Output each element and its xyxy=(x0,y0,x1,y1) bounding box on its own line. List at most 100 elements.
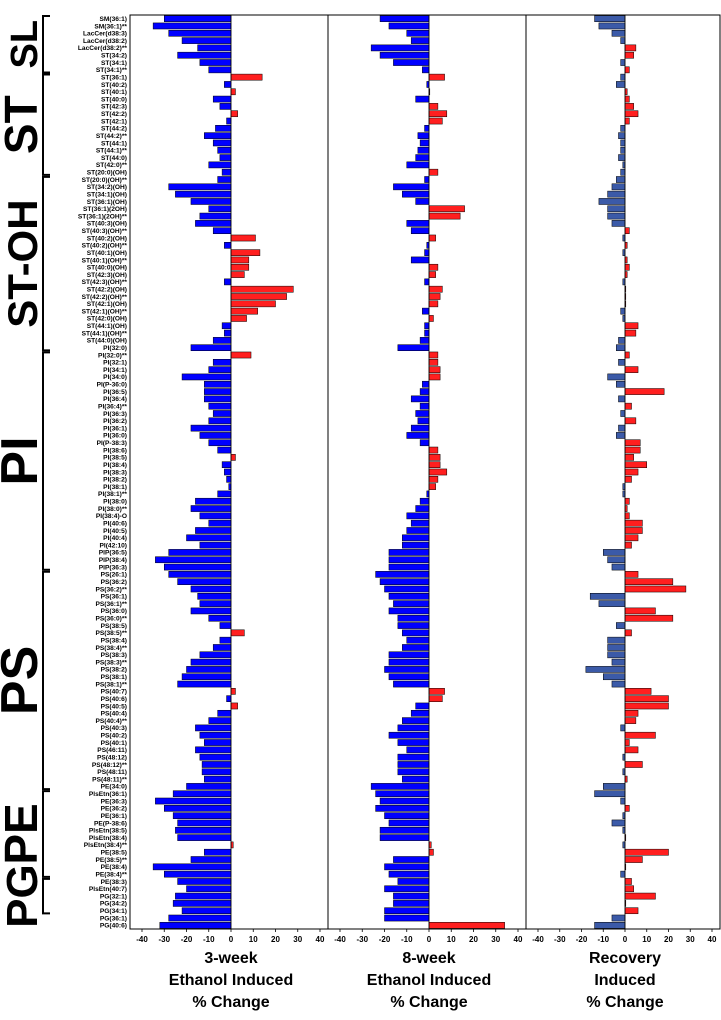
bar xyxy=(620,870,626,878)
bar xyxy=(624,497,630,505)
bar xyxy=(624,717,637,724)
bar xyxy=(624,541,632,549)
group-bracket xyxy=(42,570,50,791)
bar xyxy=(607,190,626,198)
bar xyxy=(197,44,232,52)
bar xyxy=(624,856,643,863)
bar xyxy=(607,373,626,381)
row-label: PI(36:4)** xyxy=(98,403,127,410)
row-labels: SM(36:1)SM(36:1)**LacCer(d38:3)LacCer(d3… xyxy=(78,16,128,930)
panel-3: -40 -30 -20 -10 0 10 20 30 40 xyxy=(525,14,721,944)
bar xyxy=(620,125,626,132)
row-label: PS(36:1) xyxy=(101,594,127,601)
row-label: PlsEtn(40:7) xyxy=(89,886,127,893)
bar xyxy=(624,227,630,235)
row-label: PS(40:2) xyxy=(101,733,127,740)
row-label: PS(48:11)** xyxy=(92,776,127,783)
row-label: PI(42:10) xyxy=(100,542,128,549)
x-tick-label: -40 xyxy=(136,935,148,944)
bar xyxy=(402,534,430,542)
bar xyxy=(172,812,232,819)
bar xyxy=(168,29,232,37)
row-label: PI(38:4) xyxy=(103,462,127,469)
row-label: ST(42:2)(OH) xyxy=(87,287,127,294)
bar xyxy=(388,870,430,878)
row-label: ST(40:0) xyxy=(101,96,127,103)
bar xyxy=(428,285,443,293)
row-label: PI(38:0)** xyxy=(98,506,127,513)
row-label: PIP(36:5) xyxy=(99,550,127,557)
bar xyxy=(428,476,439,483)
bar xyxy=(393,900,430,907)
x-axis-labels: 3-week Ethanol Induced % Change 8-week Ethan… xyxy=(169,950,664,1011)
bar xyxy=(379,826,430,834)
row-label: ST(44:1)** xyxy=(96,148,128,155)
row-label: PS(36:0) xyxy=(101,608,127,615)
bar xyxy=(419,337,430,344)
row-label: PI(P-36:0) xyxy=(97,382,127,389)
x-tick-label: -40 xyxy=(532,935,544,944)
row-label: PI(36:1) xyxy=(103,425,127,432)
bar xyxy=(397,724,430,732)
bar xyxy=(164,563,232,571)
x-tick-label: 10 xyxy=(642,935,651,944)
row-label: PS(38:3) xyxy=(101,652,127,659)
bar xyxy=(428,117,443,125)
group-label: ST xyxy=(0,95,47,154)
bar xyxy=(190,505,232,512)
bar xyxy=(415,505,430,512)
row-label: PE(38:4) xyxy=(101,864,127,871)
bar xyxy=(195,527,232,534)
bar xyxy=(406,220,430,227)
bar xyxy=(607,556,626,564)
group-label: SL xyxy=(4,20,46,69)
bar xyxy=(388,651,430,659)
row-label: PS(46:11) xyxy=(97,747,127,754)
bar xyxy=(620,59,626,66)
bar xyxy=(624,512,630,520)
bar xyxy=(428,168,439,176)
bar xyxy=(410,519,430,527)
bar xyxy=(618,359,626,366)
bar xyxy=(190,607,232,615)
bar xyxy=(624,688,652,695)
bar xyxy=(177,680,232,688)
bar xyxy=(624,629,632,637)
bar xyxy=(624,702,669,710)
bar xyxy=(388,22,430,30)
row-label: PE(34:0) xyxy=(101,784,127,791)
x-tick-label: 0 xyxy=(229,935,234,944)
bar xyxy=(190,585,232,593)
bar xyxy=(406,527,430,534)
row-label: ST(44:2) xyxy=(101,126,127,133)
row-label: PS(38:3)** xyxy=(95,659,127,666)
row-label: ST(34:2)(OH) xyxy=(87,184,127,191)
row-label: PlsEtn(38:4)** xyxy=(84,842,128,849)
bar xyxy=(624,805,630,812)
bar xyxy=(607,212,626,220)
row-label: PS(38:4)** xyxy=(95,645,127,652)
bar xyxy=(589,592,626,600)
row-label: ST(36:1)(2OH)** xyxy=(78,213,128,220)
bar xyxy=(422,380,430,388)
bar xyxy=(384,812,430,819)
bar xyxy=(594,922,626,929)
bar xyxy=(616,622,626,629)
bar xyxy=(611,220,626,227)
row-label: PS(38:2) xyxy=(101,667,127,674)
group-bracket xyxy=(42,877,50,915)
row-label: PI(P-38:3) xyxy=(97,440,127,447)
bar xyxy=(620,73,626,81)
bar xyxy=(204,388,232,395)
bar xyxy=(388,658,430,666)
group-label: PI xyxy=(0,436,49,485)
bar xyxy=(417,146,430,154)
bar xyxy=(208,717,232,724)
bar xyxy=(417,132,430,139)
bar xyxy=(415,410,430,417)
bar xyxy=(230,315,247,322)
bar xyxy=(624,439,641,447)
bar xyxy=(199,512,232,520)
bar xyxy=(616,81,626,88)
bar xyxy=(370,783,430,790)
